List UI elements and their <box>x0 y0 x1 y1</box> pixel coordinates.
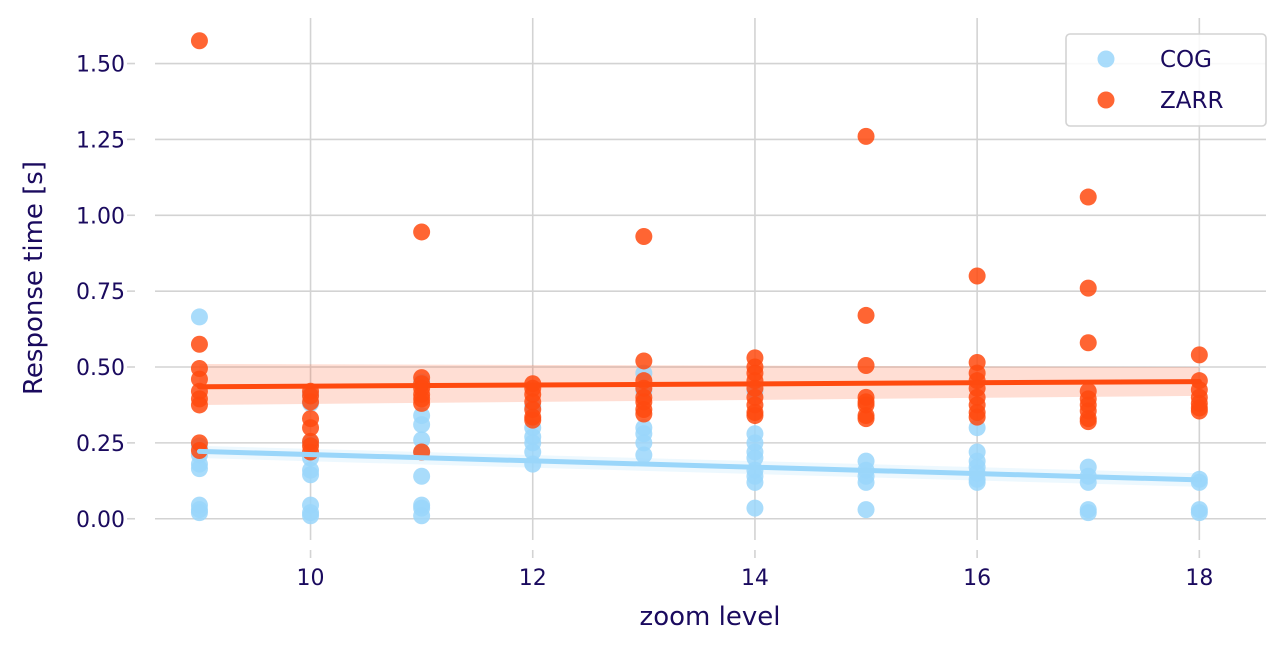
data-point-cog <box>746 499 764 517</box>
y-tick-label: 0.00 <box>76 508 125 533</box>
data-point-cog <box>302 466 320 484</box>
data-point-cog <box>635 446 653 464</box>
data-point-zarr <box>1190 402 1208 420</box>
data-point-zarr <box>1079 279 1097 297</box>
x-tick-label: 16 <box>963 566 991 591</box>
legend-marker-cog <box>1097 50 1115 68</box>
y-tick-label: 0.50 <box>76 356 125 381</box>
data-point-cog <box>524 455 542 473</box>
data-point-cog <box>413 431 431 449</box>
data-point-zarr <box>968 408 986 426</box>
data-point-cog <box>968 473 986 491</box>
data-point-zarr <box>968 267 986 285</box>
data-point-zarr <box>190 370 208 388</box>
data-point-zarr <box>190 32 208 50</box>
y-tick-label: 0.75 <box>76 280 125 305</box>
data-point-zarr <box>635 352 653 370</box>
legend-label-cog: COG <box>1160 47 1212 73</box>
data-point-cog <box>746 473 764 491</box>
data-point-zarr <box>413 394 431 412</box>
data-point-zarr <box>302 393 320 411</box>
data-point-zarr <box>302 419 320 437</box>
fit-line-cog <box>196 448 1202 483</box>
data-point-cog <box>413 416 431 434</box>
y-axis-label: Response time [s] <box>19 161 49 395</box>
x-tick-label: 14 <box>741 566 769 591</box>
fit-line-zarr <box>196 379 1202 390</box>
tick-labels: 0.00 0.25 0.50 0.75 1.00 1.25 1.50 10 12 14 16 18 <box>76 53 1213 591</box>
data-point-zarr <box>746 407 764 425</box>
data-point-cog <box>302 507 320 525</box>
regression-lines <box>196 379 1202 483</box>
data-point-cog <box>1190 504 1208 522</box>
data-point-zarr <box>1190 346 1208 364</box>
y-tick-label: 0.25 <box>76 432 125 457</box>
data-point-cog <box>190 504 208 522</box>
data-point-zarr <box>857 306 875 324</box>
data-point-cog <box>413 467 431 485</box>
data-point-zarr <box>1079 188 1097 206</box>
y-tick-label: 1.00 <box>76 204 125 229</box>
y-tick-label: 1.50 <box>76 53 125 78</box>
data-point-zarr <box>190 335 208 353</box>
legend-marker-zarr <box>1097 91 1115 109</box>
data-point-cog <box>190 308 208 326</box>
data-point-zarr <box>1079 334 1097 352</box>
x-tick-label: 12 <box>519 566 547 591</box>
data-point-cog <box>635 434 653 452</box>
x-axis-label: zoom level <box>640 602 781 632</box>
data-point-cog <box>857 501 875 519</box>
data-point-cog <box>857 473 875 491</box>
data-point-zarr <box>857 127 875 145</box>
legend: COG ZARR <box>1065 33 1267 127</box>
data-point-zarr <box>524 411 542 429</box>
data-point-cog <box>746 449 764 467</box>
x-tick-label: 18 <box>1185 566 1213 591</box>
data-point-cog <box>524 443 542 461</box>
data-point-zarr <box>190 396 208 414</box>
data-point-zarr <box>1079 413 1097 431</box>
data-point-zarr <box>857 356 875 374</box>
data-point-zarr <box>857 410 875 428</box>
data-point-zarr <box>413 223 431 241</box>
x-tick-label: 10 <box>297 566 325 591</box>
data-point-cog <box>1079 504 1097 522</box>
data-point-cog <box>190 460 208 478</box>
data-point-zarr <box>635 405 653 423</box>
legend-frame <box>1065 33 1267 127</box>
data-point-zarr <box>635 228 653 246</box>
data-point-cog <box>413 507 431 525</box>
y-tick-label: 1.25 <box>76 128 125 153</box>
legend-label-zarr: ZARR <box>1160 88 1223 114</box>
